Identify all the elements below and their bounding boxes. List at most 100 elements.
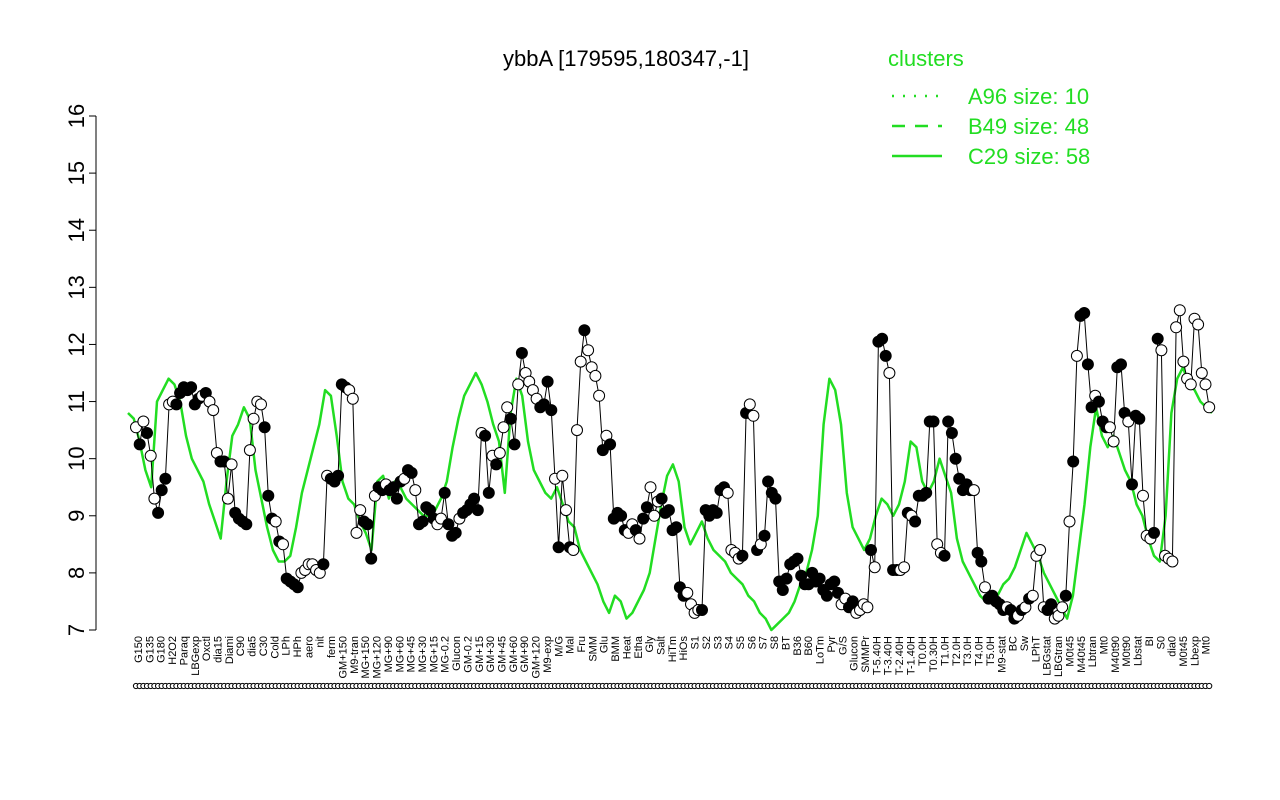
data-point xyxy=(255,398,267,411)
data-point xyxy=(938,549,951,562)
data-point xyxy=(696,604,708,616)
data-point xyxy=(615,509,628,522)
data-point xyxy=(207,404,220,417)
data-point xyxy=(865,544,877,556)
data-point xyxy=(1103,421,1116,434)
x-tick-label: M9-tran xyxy=(349,636,361,674)
y-tick-label: 7 xyxy=(64,624,89,636)
data-point xyxy=(769,492,782,505)
x-tick-label: G150 xyxy=(133,636,145,663)
data-point xyxy=(780,572,793,585)
data-point xyxy=(258,421,271,434)
x-tick-label: M40t45 xyxy=(1076,636,1088,673)
data-point xyxy=(920,486,933,499)
x-tick-label: Glu xyxy=(599,636,611,653)
data-point xyxy=(681,586,694,599)
data-point xyxy=(354,504,367,517)
data-point xyxy=(490,458,503,471)
x-tick-label: Glucon xyxy=(849,636,861,671)
data-point xyxy=(185,381,198,394)
data-point xyxy=(648,509,661,522)
cluster-line xyxy=(127,366,1213,632)
x-tick-label: M40t90 xyxy=(1110,636,1122,673)
x-tick-label: T0.0H xyxy=(917,636,929,666)
data-point xyxy=(670,521,683,534)
data-point xyxy=(762,475,775,488)
data-point xyxy=(820,589,833,602)
x-axis: G150 G135 G180 H2O2 Paraq LBGexp Oxctl dia15 Dia… xyxy=(132,635,1213,690)
x-tick-label: Cold xyxy=(269,636,281,659)
x-tick-label: Oxctl xyxy=(201,636,213,661)
x-tick-label: M0t90 xyxy=(1121,636,1133,667)
x-tick-label: GM+45 xyxy=(497,636,509,672)
x-tick-label: GM+150 xyxy=(338,636,350,679)
x-tick-label: BMM xyxy=(610,636,622,662)
data-point xyxy=(497,421,510,434)
legend-label: B49 size: 48 xyxy=(968,114,1089,139)
data-point xyxy=(1026,589,1039,602)
data-point xyxy=(736,549,749,562)
data-point xyxy=(1067,455,1080,468)
data-point xyxy=(637,512,650,525)
x-tick-label: MG+90 xyxy=(383,636,395,672)
legend-label: C29 size: 58 xyxy=(968,144,1090,169)
data-point xyxy=(949,452,962,465)
x-tick-label: HiTm xyxy=(667,636,679,662)
legend: clusters A96 size: 10 B49 size: 48 C29 siz… xyxy=(888,46,1090,169)
data-point xyxy=(813,572,826,585)
data-point xyxy=(221,492,234,505)
data-point xyxy=(148,492,161,505)
y-tick-label: 9 xyxy=(64,510,89,522)
data-point xyxy=(567,544,580,556)
x-tick-label: B36 xyxy=(792,636,804,656)
data-point xyxy=(493,447,506,459)
x-tick-label: ferm xyxy=(326,636,338,658)
x-tick-label: Heat xyxy=(621,636,633,659)
data-point xyxy=(589,369,602,382)
data-point xyxy=(243,444,256,457)
data-point xyxy=(482,486,495,499)
data-point xyxy=(501,401,514,414)
x-tick-label: Pyr xyxy=(826,636,838,653)
y-tick-label: 8 xyxy=(64,567,89,579)
data-point xyxy=(1081,358,1094,371)
x-tick-label: M9-stat xyxy=(996,636,1008,673)
x-tick-label: BT xyxy=(781,636,793,650)
data-point xyxy=(1070,349,1083,362)
data-point xyxy=(405,466,418,479)
data-point xyxy=(317,558,330,571)
x-tick-label: Lbtran xyxy=(1087,636,1099,667)
data-point xyxy=(332,469,345,482)
x-tick-label: Diami xyxy=(224,636,236,664)
x-tick-label: Etha xyxy=(633,635,645,659)
data-point xyxy=(1107,435,1120,448)
data-point xyxy=(927,415,940,428)
x-tick-label: Mt0 xyxy=(1099,636,1111,654)
data-point xyxy=(133,438,146,451)
data-point xyxy=(556,469,569,482)
x-tick-label: LBGexp xyxy=(190,636,202,676)
x-tick-label: Lbexp xyxy=(1189,636,1201,666)
x-tick-label: T1.0H xyxy=(940,636,952,666)
data-point xyxy=(504,412,517,425)
data-point xyxy=(1056,601,1069,614)
data-point xyxy=(1115,358,1127,371)
x-tick-label: C30 xyxy=(258,636,270,656)
legend-label: A96 size: 10 xyxy=(968,84,1089,109)
cluster-lines xyxy=(127,366,1213,632)
data-point xyxy=(152,506,165,519)
data-point xyxy=(508,438,521,451)
x-tick-label: S0 xyxy=(1155,636,1167,649)
x-tick-label: MG+150 xyxy=(360,636,372,679)
x-tick-label: HPh xyxy=(292,636,304,657)
x-tick-label: MG-0.2 xyxy=(440,636,452,673)
x-tick-label: HiOs xyxy=(678,636,690,661)
data-point xyxy=(1137,489,1149,502)
data-point xyxy=(291,581,304,594)
x-tick-label: GM+15 xyxy=(474,636,486,672)
data-point xyxy=(979,581,991,594)
data-point xyxy=(574,355,587,368)
x-tick-label: G/S xyxy=(837,636,849,655)
x-tick-label: M0t45 xyxy=(1064,636,1076,667)
data-point xyxy=(416,515,429,528)
